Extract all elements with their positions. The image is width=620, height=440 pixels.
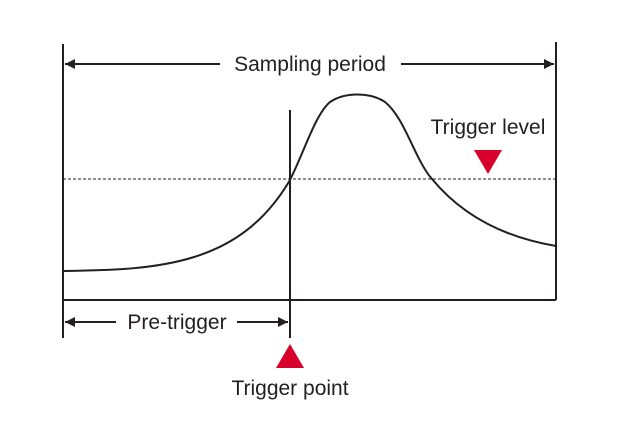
trigger-level-label: Trigger level bbox=[431, 116, 546, 139]
pre-trigger-label: Pre-trigger bbox=[127, 311, 226, 334]
sampling-period-label: Sampling period bbox=[234, 53, 386, 76]
trigger-point-marker-icon bbox=[276, 344, 304, 368]
trigger-level-marker-icon bbox=[474, 150, 502, 174]
signal-curve bbox=[62, 93, 557, 272]
trigger-point-label: Trigger point bbox=[231, 377, 348, 400]
